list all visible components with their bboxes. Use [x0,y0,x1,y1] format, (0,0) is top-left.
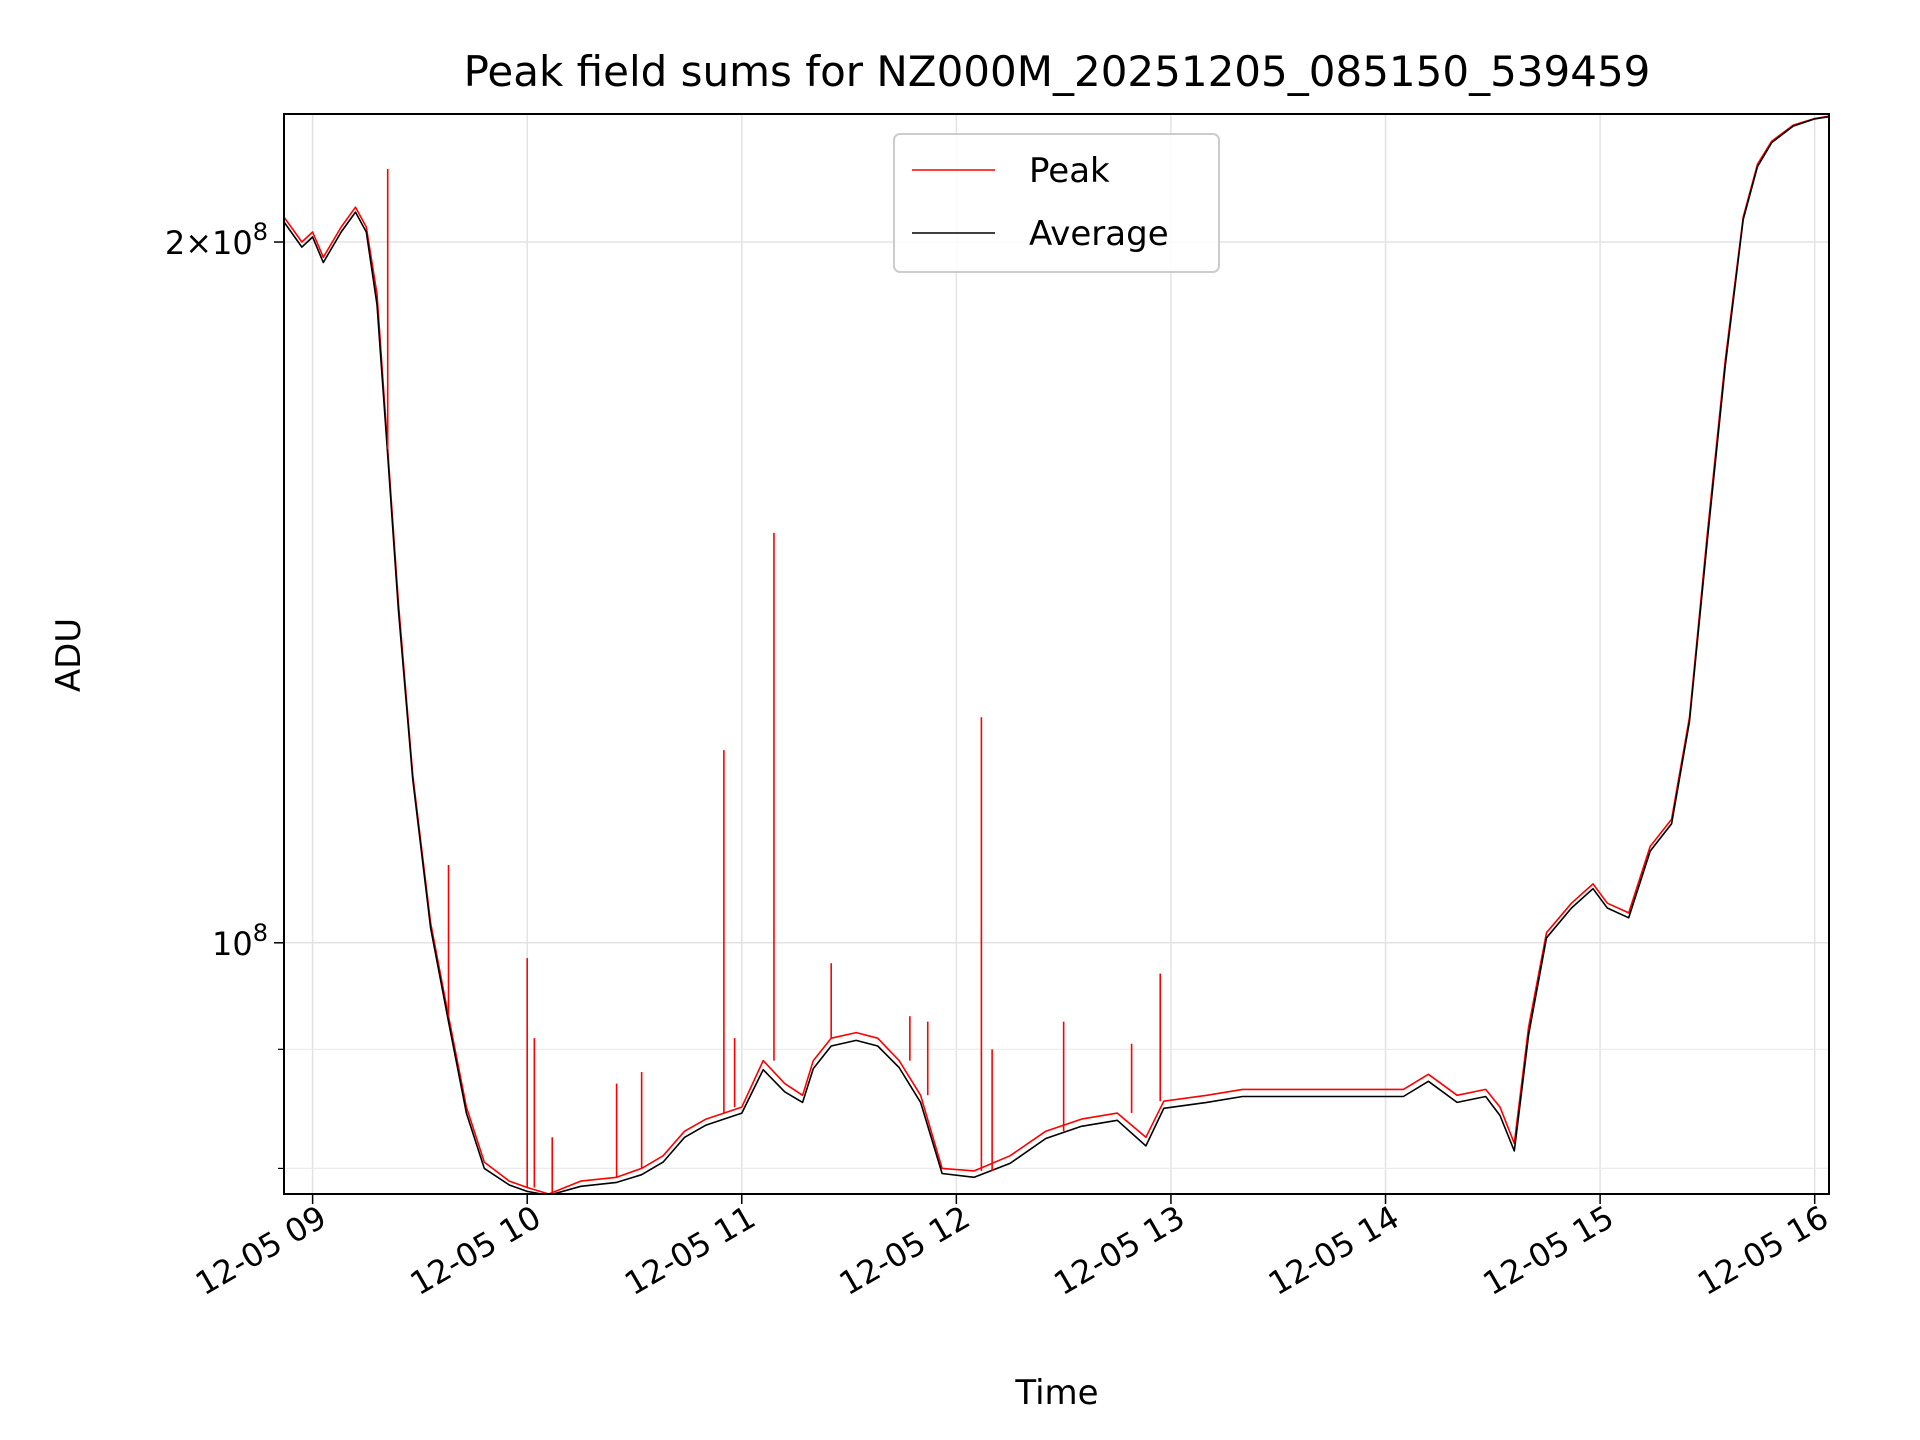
y-axis-label: ADU [49,618,89,692]
series-group [284,115,1829,1194]
x-axis-label: Time [1014,1373,1098,1413]
y-axis: 108 2×108 [165,218,284,1170]
series-line-peak [284,115,1829,1194]
y-tick-label: 108 [212,919,268,963]
plot-area [284,115,1829,1194]
legend-label-average: Average [1029,214,1169,254]
legend: Peak Average [893,133,1220,273]
y-tick-label: 2×108 [165,218,268,262]
legend-label-peak: Peak [1029,151,1110,191]
series-line-average [284,115,1829,1194]
chart-title: Peak field sums for NZ000M_20251205_0851… [464,47,1651,96]
plot-frame [283,113,1830,1195]
legend-box [893,133,1220,273]
